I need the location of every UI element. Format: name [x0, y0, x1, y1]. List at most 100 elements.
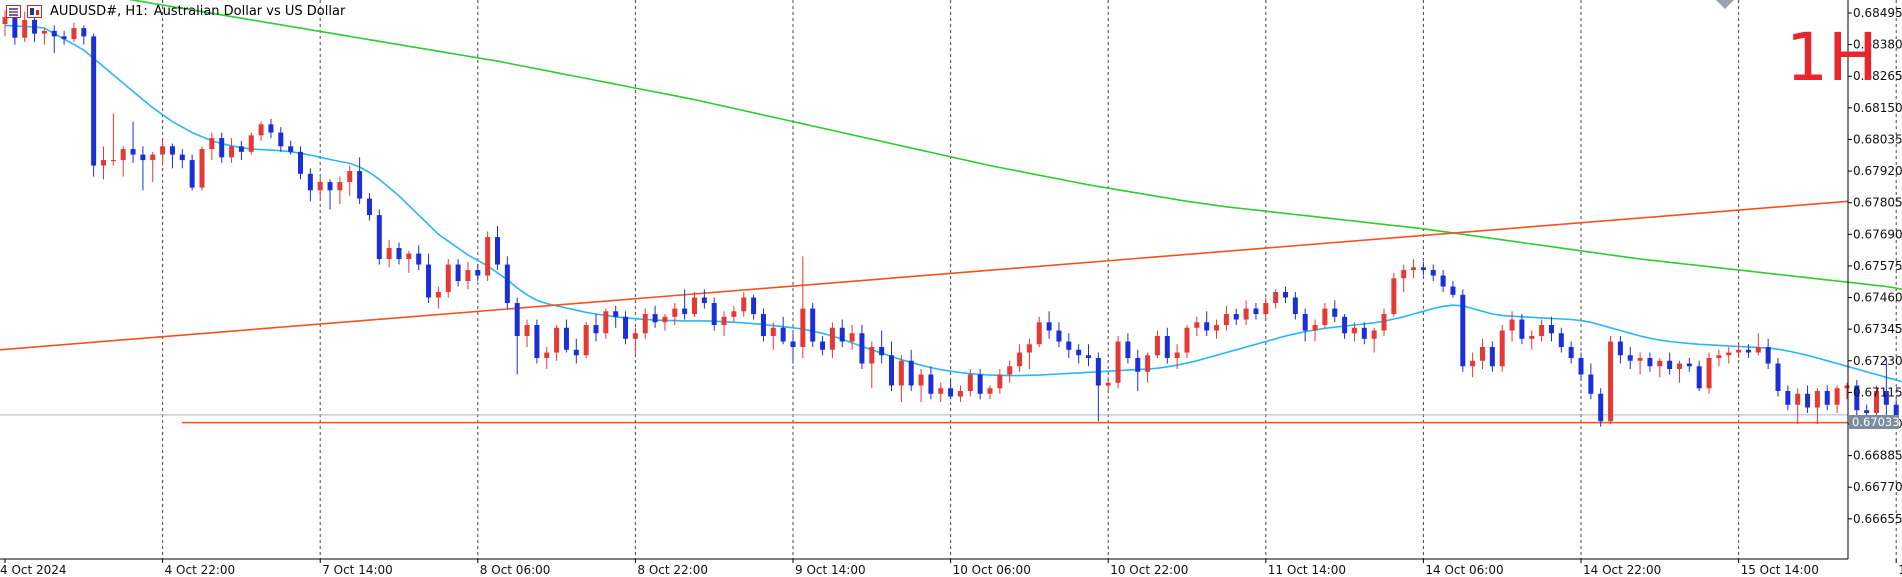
candle-body [1283, 292, 1288, 298]
candle-body [160, 146, 166, 155]
candle [898, 355, 904, 403]
candle [760, 308, 766, 342]
candle [1036, 316, 1042, 348]
candle-body [1145, 355, 1151, 372]
candle [1076, 344, 1082, 364]
candle-body [1578, 358, 1584, 375]
candle [140, 146, 146, 191]
candle-body [1519, 319, 1525, 339]
candle [1716, 349, 1722, 367]
template-icon[interactable] [27, 4, 42, 18]
candle [199, 146, 205, 191]
current-price-label: 0.67033 [1849, 415, 1900, 429]
candle [189, 154, 195, 191]
candle-body [219, 138, 225, 158]
candle-body [1292, 297, 1298, 315]
candle-body [278, 132, 284, 147]
candle-body [1115, 341, 1121, 383]
candle-body [623, 316, 629, 339]
candle-body [948, 388, 954, 397]
candle [1539, 319, 1545, 342]
price-tick-label: 0.66655 [1853, 512, 1902, 526]
candle-body [1558, 333, 1564, 348]
candle-body [1086, 355, 1091, 359]
candlesticks [2, 10, 1899, 427]
candle-body [229, 146, 235, 158]
candle [1145, 352, 1151, 383]
price-tick-label: 0.67230 [1853, 354, 1902, 368]
candle-body [416, 253, 422, 265]
candle-body [435, 292, 441, 298]
candle-body [1184, 327, 1190, 353]
candle [1499, 325, 1505, 372]
candle [1696, 360, 1702, 392]
scroll-indicator-icon[interactable] [1716, 0, 1734, 9]
candle [268, 118, 274, 139]
candle-body [61, 36, 67, 40]
chart-bars-icon[interactable] [6, 4, 21, 18]
candle [12, 14, 18, 45]
candle [751, 294, 757, 320]
candle-body [1470, 360, 1476, 367]
candle [957, 385, 963, 403]
candle [810, 303, 816, 348]
time-tick-label: 4 Oct 2024 [0, 563, 67, 577]
time-tick-label: 10 Oct 22:00 [1110, 563, 1188, 577]
time-tick-label: 4 Oct 22:00 [165, 563, 236, 577]
candle-body [1164, 336, 1170, 359]
candle [1391, 272, 1397, 317]
price-tick-label: 0.67805 [1853, 196, 1902, 210]
candle-body [347, 171, 353, 183]
candle-body [859, 333, 865, 364]
candle-body [386, 248, 392, 260]
candle-body [1814, 391, 1820, 408]
candle [889, 341, 894, 392]
candle [1480, 338, 1485, 370]
candle-body [1371, 330, 1377, 339]
price-tick-label: 0.68265 [1853, 69, 1902, 83]
candle-body [1480, 347, 1485, 361]
candle-body [248, 135, 254, 152]
candle-body [268, 124, 274, 133]
candle [1273, 289, 1279, 309]
candle [701, 289, 707, 309]
candle [1795, 388, 1801, 424]
candle-body [1253, 308, 1259, 315]
candle [1332, 300, 1338, 323]
candle [81, 25, 87, 45]
candle-body [1627, 355, 1633, 361]
candle-body [1154, 336, 1160, 356]
candle-body [1411, 267, 1417, 271]
candle [573, 338, 579, 364]
candle [288, 140, 294, 155]
candle-body [110, 160, 116, 162]
candle [593, 314, 599, 342]
candle-body [1726, 352, 1732, 356]
candle-body [1450, 286, 1456, 295]
candle [879, 330, 885, 364]
candle [406, 250, 412, 273]
candle [1411, 259, 1417, 279]
candle-body [1351, 327, 1357, 334]
candle-body [2, 17, 8, 24]
candle-body [1874, 391, 1879, 413]
candle-body [1391, 278, 1397, 315]
candle-body [790, 341, 796, 348]
current-price-text: 0.67033 [1852, 415, 1900, 429]
candle [495, 226, 500, 271]
candle [1529, 330, 1535, 350]
candle [563, 319, 569, 353]
price-tick-label: 0.66770 [1853, 480, 1902, 494]
candle [1785, 385, 1791, 411]
candle [504, 256, 510, 309]
candle-body [1223, 314, 1229, 326]
candle-body [1174, 352, 1180, 359]
candle-body [445, 264, 451, 293]
time-axis: 4 Oct 2024 4 Oct 22:00 7 Oct 14:00 8 Oct 06… [0, 559, 1902, 577]
candle-body [1677, 363, 1682, 370]
candle [859, 325, 865, 370]
candle-body [32, 19, 38, 34]
candle [780, 316, 786, 345]
current-price-badge [1849, 415, 1899, 429]
